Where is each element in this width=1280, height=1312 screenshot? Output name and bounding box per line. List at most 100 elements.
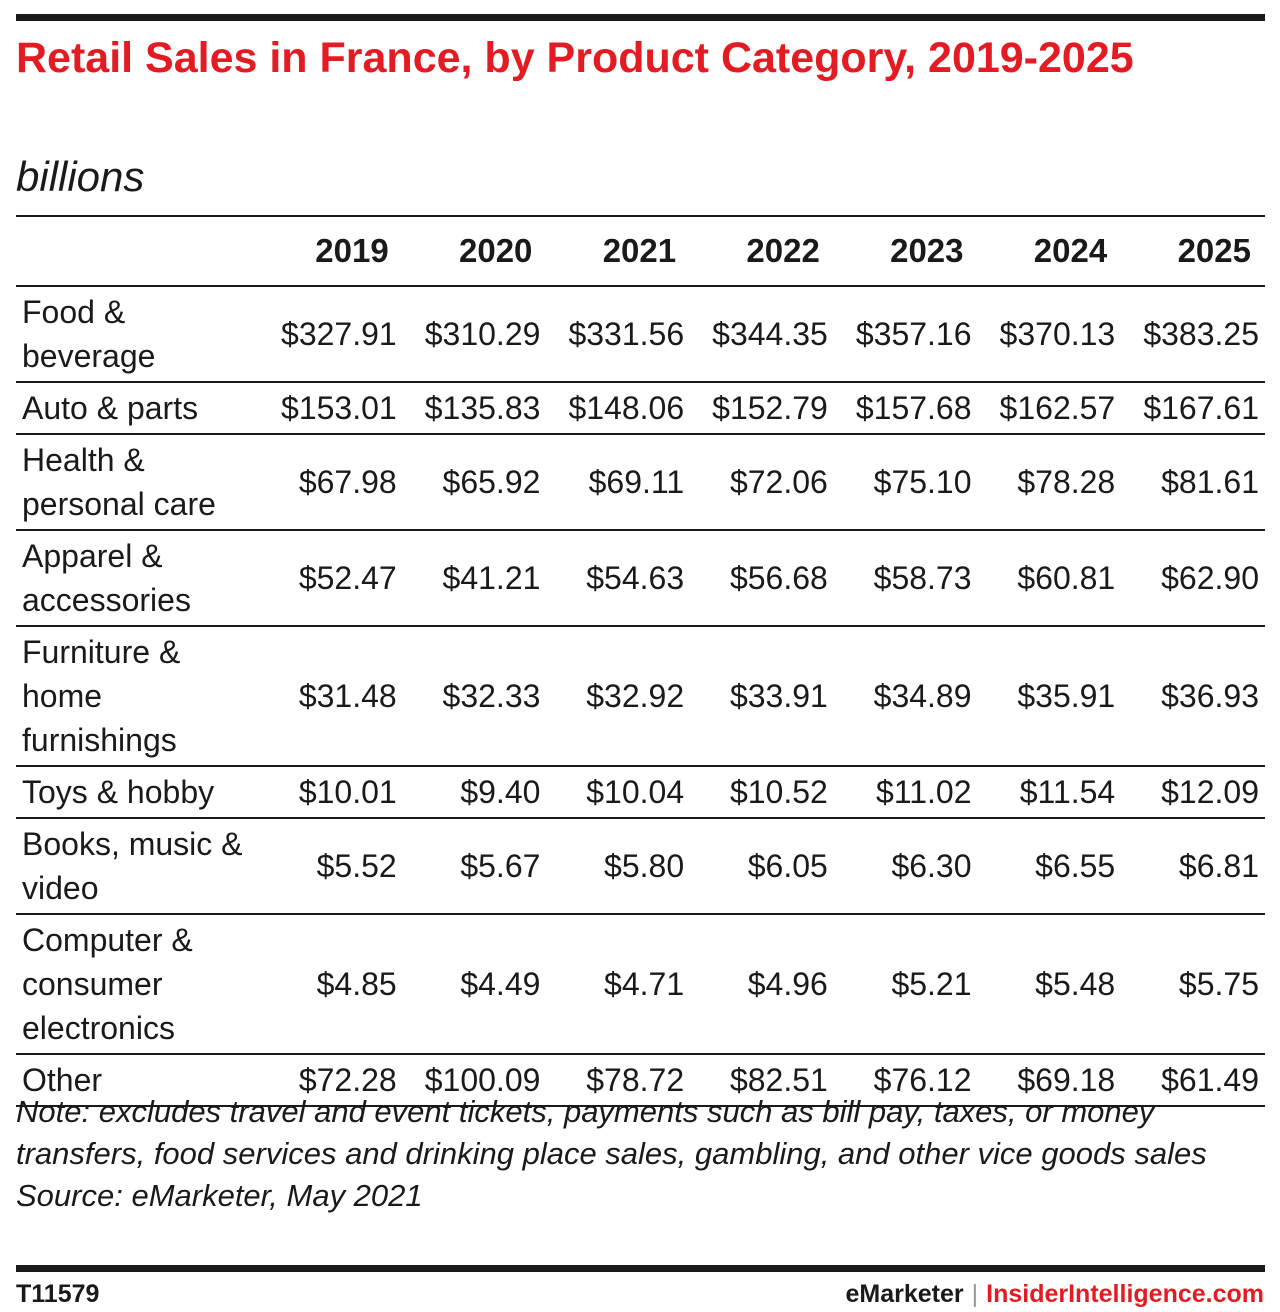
brand-separator: |: [971, 1280, 979, 1308]
value-cell: $60.81: [977, 529, 1122, 626]
value-cell: $331.56: [546, 285, 691, 382]
chart-subtitle: billions: [16, 153, 145, 200]
value-cell: $4.96: [690, 913, 834, 1054]
value-cell: $383.25: [1121, 285, 1265, 382]
value-cell: $78.28: [977, 433, 1122, 530]
brand-footer: eMarketer | InsiderIntelligence.com: [846, 1280, 1265, 1309]
value-cell: $10.01: [259, 765, 403, 818]
source-text: Source: eMarketer, May 2021: [16, 1178, 423, 1213]
value-cell: $327.91: [259, 285, 403, 382]
top-rule: [16, 14, 1265, 21]
value-cell: $75.10: [833, 433, 978, 530]
value-cell: $32.33: [402, 625, 547, 766]
value-cell: $41.21: [402, 529, 547, 626]
data-table: 2019 2020 2021 2022 2023 2024 2025 Food & beve…: [16, 215, 1265, 1107]
value-cell: $72.28: [259, 1053, 403, 1107]
value-cell: $61.49: [1121, 1053, 1265, 1107]
value-cell: $135.83: [402, 381, 547, 434]
value-cell: $58.73: [833, 529, 978, 626]
column-header-2020: 2020: [458, 232, 533, 269]
value-cell: $34.89: [833, 625, 978, 766]
row-category-label: Auto & parts: [16, 381, 259, 434]
row-category-label: Toys & hobby: [16, 765, 259, 818]
value-cell: $76.12: [833, 1053, 978, 1107]
value-cell: $6.05: [690, 817, 834, 914]
table-row: Health & personal care $67.98 $65.92 $69.11…: [16, 433, 1265, 530]
brand-insider-intelligence: InsiderIntelligence.com: [986, 1280, 1264, 1308]
value-cell: $157.68: [833, 381, 978, 434]
value-cell: $5.80: [546, 817, 691, 914]
value-cell: $100.09: [402, 1053, 547, 1107]
value-cell: $4.85: [259, 913, 403, 1054]
value-cell: $344.35: [690, 285, 834, 382]
table-body: Food & beverage $327.91 $310.29 $331.56 $344…: [16, 285, 1265, 1107]
column-header-2023: 2023: [890, 232, 964, 269]
value-cell: $5.75: [1121, 913, 1265, 1054]
header-category: [16, 216, 259, 286]
value-cell: $153.01: [259, 381, 403, 434]
value-cell: $72.06: [690, 433, 834, 530]
notes: Note: excludes travel and event tickets,…: [16, 1091, 1265, 1217]
table-row: Auto & parts $153.01 $135.83 $148.06 $152.79…: [16, 381, 1265, 434]
row-category-label: Health & personal care: [16, 433, 259, 530]
value-cell: $69.11: [546, 433, 691, 530]
value-cell: $69.18: [977, 1053, 1122, 1107]
value-cell: $56.68: [690, 529, 834, 626]
value-cell: $162.57: [977, 381, 1122, 434]
value-cell: $10.04: [546, 765, 691, 818]
row-category-label: Apparel & accessories: [16, 529, 259, 626]
value-cell: $62.90: [1121, 529, 1265, 626]
chart-id: T11579: [16, 1280, 100, 1308]
value-cell: $148.06: [546, 381, 691, 434]
value-cell: $5.21: [833, 913, 978, 1054]
value-cell: $5.48: [977, 913, 1122, 1054]
value-cell: $5.52: [259, 817, 403, 914]
brand-emarketer: eMarketer: [845, 1280, 964, 1308]
value-cell: $82.51: [690, 1053, 834, 1107]
value-cell: $11.02: [833, 765, 978, 818]
value-cell: $4.71: [546, 913, 691, 1054]
value-cell: $357.16: [833, 285, 978, 382]
value-cell: $6.55: [977, 817, 1122, 914]
table-row: Other $72.28 $100.09 $78.72 $82.51 $76.12 $69.…: [16, 1053, 1265, 1107]
value-cell: $36.93: [1121, 625, 1265, 766]
value-cell: $31.48: [259, 625, 403, 766]
value-cell: $12.09: [1121, 765, 1265, 818]
value-cell: $67.98: [259, 433, 403, 530]
value-cell: $52.47: [259, 529, 403, 626]
table-row: Apparel & accessories $52.47 $41.21 $54.63 $…: [16, 529, 1265, 626]
table-row: Furniture & home furnishings $31.48 $32.33…: [16, 625, 1265, 766]
row-category-label: Books, music & video: [16, 817, 259, 914]
value-cell: $4.49: [402, 913, 547, 1054]
value-cell: $9.40: [402, 765, 547, 818]
value-cell: $370.13: [977, 285, 1122, 382]
table-row: Books, music & video $5.52 $5.67 $5.80 $6.05…: [16, 817, 1265, 914]
data-table-container: 2019 2020 2021 2022 2023 2024 2025 Food & beve…: [16, 215, 1265, 1107]
value-cell: $167.61: [1121, 381, 1265, 434]
column-header-2024: 2024: [1033, 232, 1108, 269]
value-cell: $32.92: [546, 625, 691, 766]
value-cell: $54.63: [546, 529, 691, 626]
value-cell: $33.91: [690, 625, 834, 766]
value-cell: $310.29: [402, 285, 547, 382]
row-category-label: Other: [16, 1053, 259, 1107]
value-cell: $78.72: [546, 1053, 691, 1107]
value-cell: $5.67: [402, 817, 547, 914]
column-header-2025: 2025: [1177, 232, 1251, 269]
row-category-label: Food & beverage: [16, 285, 259, 382]
table-row: Food & beverage $327.91 $310.29 $331.56 $344…: [16, 285, 1265, 382]
value-cell: $152.79: [690, 381, 834, 434]
value-cell: $6.81: [1121, 817, 1265, 914]
value-cell: $65.92: [402, 433, 547, 530]
note-text: Note: excludes travel and event tickets,…: [16, 1094, 1207, 1171]
chart-title: Retail Sales in France, by Product Categ…: [16, 34, 1134, 82]
column-header-2021: 2021: [602, 232, 677, 269]
value-cell: $35.91: [977, 625, 1122, 766]
value-cell: $10.52: [690, 765, 834, 818]
bottom-rule: [16, 1265, 1265, 1272]
row-category-label: Furniture & home furnishings: [16, 625, 259, 766]
column-header-2022: 2022: [746, 232, 820, 269]
value-cell: $6.30: [833, 817, 978, 914]
value-cell: $11.54: [977, 765, 1122, 818]
header-row: 2019 2020 2021 2022 2023 2024 2025: [16, 216, 1265, 286]
